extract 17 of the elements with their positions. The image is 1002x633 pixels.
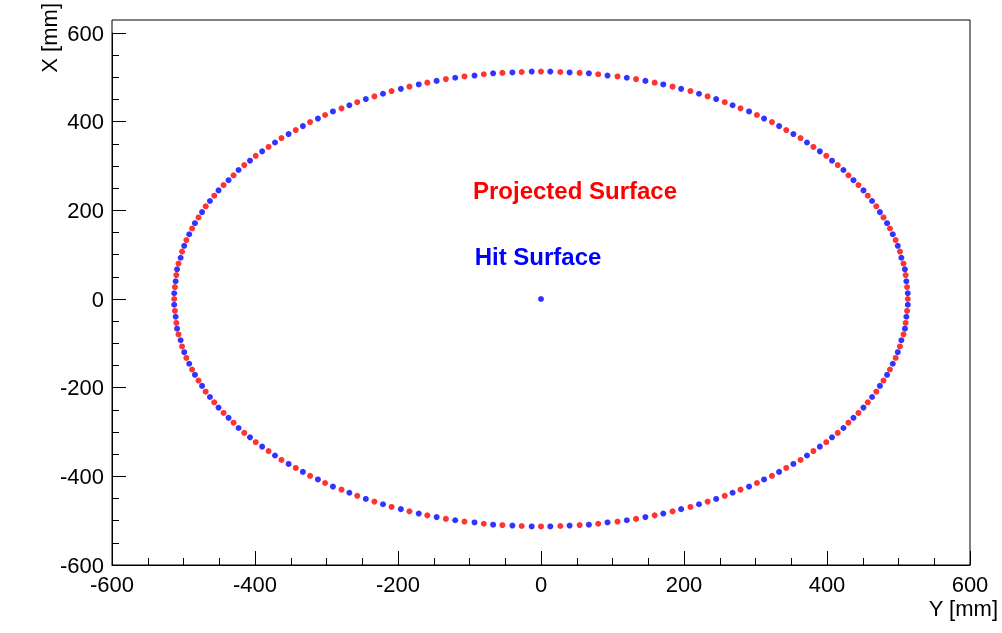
y-tick-label: 0 — [91, 286, 104, 312]
y-tick-label: 600 — [67, 20, 104, 46]
y-tick-label: -400 — [59, 463, 104, 489]
y-axis-title: X [mm] — [36, 3, 62, 73]
x-tick-label: -400 — [232, 571, 278, 597]
y-tick-label: -600 — [59, 552, 104, 578]
x-tick-label: 0 — [534, 571, 548, 597]
text: Projected Surface — [472, 176, 678, 204]
x-tick-label: 400 — [808, 571, 846, 597]
y-tick-label: 200 — [67, 197, 104, 223]
series-label: Hit Surface — [474, 242, 602, 270]
x-axis-title: Y [mm] — [928, 595, 998, 621]
x-tick-label: 200 — [665, 571, 703, 597]
x-tick-label: 600 — [951, 571, 989, 597]
y-tick-label: 400 — [67, 109, 104, 135]
y-tick-label: -200 — [59, 375, 104, 401]
x-tick-label: -200 — [375, 571, 421, 597]
